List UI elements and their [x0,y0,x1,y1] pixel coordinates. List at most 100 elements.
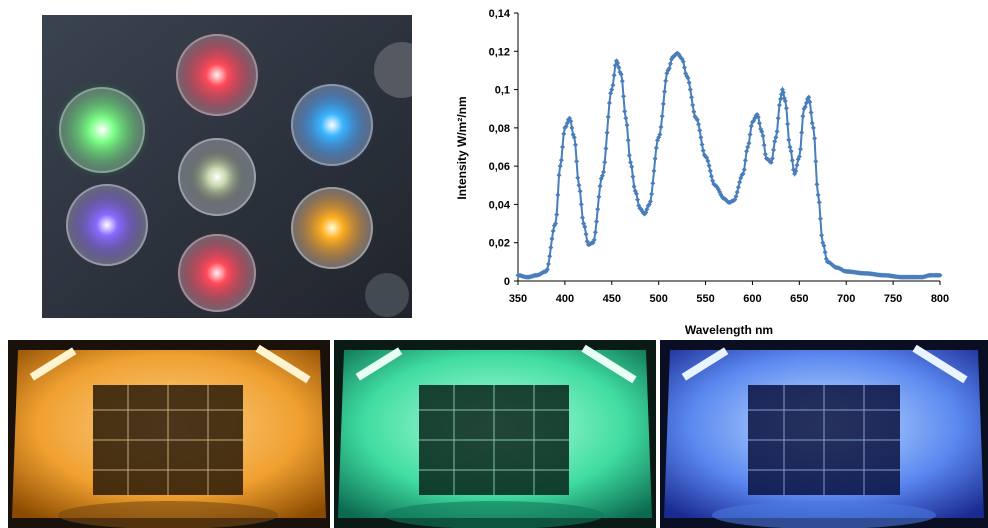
data-point [815,192,821,198]
data-point [608,90,614,96]
data-point [650,180,656,186]
data-point [597,183,603,189]
data-point [713,183,719,189]
data-point [577,188,583,194]
data-point [803,100,809,106]
data-point [658,124,664,130]
data-point [796,154,802,160]
data-point [756,120,762,126]
data-point [748,123,754,129]
data-point [780,90,786,96]
series-line [518,52,940,279]
led-array-photo [42,15,412,318]
data-point [547,253,553,259]
data-point [681,65,687,71]
data-point [737,179,743,185]
data-point [813,158,819,164]
data-point [616,65,622,71]
data-point [569,125,575,131]
data-point [653,145,659,151]
data-point [594,219,600,225]
data-point [733,193,739,199]
data-point [618,71,624,77]
data-point [745,144,751,150]
data-point [812,135,818,141]
data-point [787,144,793,150]
data-point [785,121,791,127]
data-point [688,94,694,100]
data-point [694,117,700,123]
data-point [564,120,570,126]
spectrum-chart: 0 0,02 0,04 0,06 0,08 0,1 0,12 0,14 350 400 450 500… [455,8,949,337]
data-point [800,113,806,119]
y-tick-label: 0 [504,276,510,288]
data-point [651,168,657,174]
data-point [786,137,792,143]
data-point [609,87,615,93]
data-point [686,80,692,86]
data-point [778,96,784,102]
data-point [807,99,813,105]
data-point [595,206,601,212]
data-point [624,122,630,128]
data-point [576,182,582,188]
data-point [759,129,765,135]
data-point [708,173,714,179]
data-point [821,243,827,249]
data-point [663,78,669,84]
data-point [570,131,576,137]
data-point [591,237,597,243]
data-point [783,105,789,111]
data-point [647,199,653,205]
data-point [568,118,574,124]
data-point [782,98,788,104]
chart-series [515,50,943,280]
data-point [685,75,691,81]
data-point [667,61,673,67]
data-point [625,137,631,143]
data-point [676,51,682,57]
data-point [744,148,750,154]
chamber-photo-green [334,340,656,528]
data-point [583,231,589,237]
data-point [806,94,812,100]
data-point [613,58,619,64]
data-point [554,212,560,218]
data-point [630,174,636,180]
data-point [575,175,581,181]
data-point [649,191,655,197]
y-tick-label: 0,02 [489,238,510,250]
data-point [621,93,626,99]
data-point [698,134,704,140]
data-point [788,148,794,154]
data-point [560,144,566,150]
data-point [660,101,666,107]
data-point [771,147,777,153]
data-point [659,113,665,119]
data-point [666,65,672,71]
x-tick-label: 750 [884,293,902,305]
x-tick-label: 550 [696,293,714,305]
data-point [746,140,752,146]
data-point [793,168,799,174]
data-point [690,102,696,108]
data-point [819,232,825,238]
data-point [798,146,804,152]
data-point [691,109,697,115]
x-tick-label: 500 [649,293,667,305]
chart-axes [514,12,941,285]
data-point [635,197,641,203]
data-point [610,82,616,88]
data-point [699,141,705,147]
data-point [822,249,828,255]
data-point [611,72,617,78]
data-point [700,148,706,154]
data-point [553,221,559,227]
data-point [549,236,555,242]
data-point [544,266,550,272]
x-tick-label: 650 [790,293,808,305]
data-point [545,261,551,267]
data-point [696,121,702,127]
data-point [557,163,563,169]
data-point [601,169,607,175]
